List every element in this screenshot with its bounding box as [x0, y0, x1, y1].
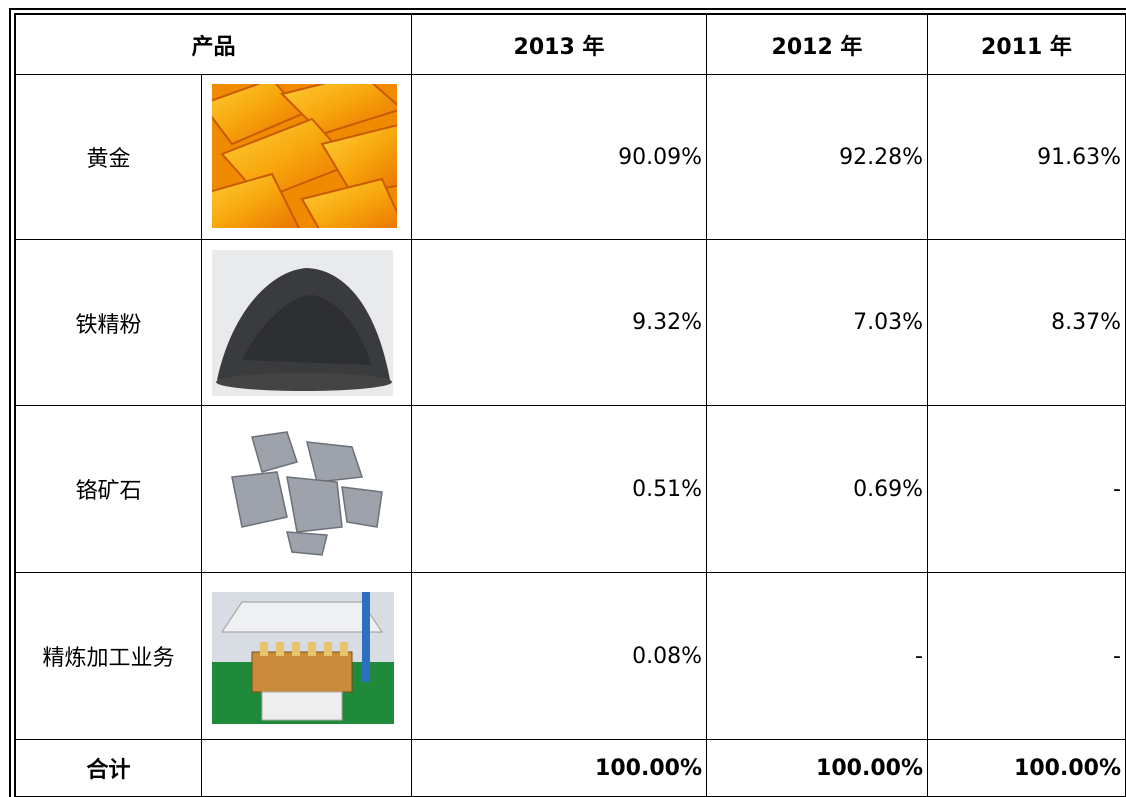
header-cell: 2012 年 — [707, 15, 928, 75]
product-name: 铁精粉 — [16, 240, 202, 406]
value-cell: 8.37% — [928, 240, 1126, 406]
value-cell: - — [928, 406, 1126, 573]
value-cell: 0.69% — [707, 406, 928, 573]
value-cell: 90.09% — [412, 75, 707, 240]
header-cell: 2013 年 — [412, 15, 707, 75]
header-cell: 产品 — [16, 15, 412, 75]
image-cell — [202, 406, 412, 573]
chromite-image — [212, 417, 393, 561]
value-cell: 7.03% — [707, 240, 928, 406]
total-label: 合计 — [16, 740, 202, 797]
image-cell — [202, 75, 412, 240]
gold-image — [212, 84, 397, 228]
image-cell — [202, 573, 412, 740]
refining-image — [212, 592, 394, 724]
value-cell: 0.51% — [412, 406, 707, 573]
value-cell: - — [707, 573, 928, 740]
value-cell: 91.63% — [928, 75, 1126, 240]
table-frame — [9, 8, 1126, 797]
total-value: 100.00% — [707, 740, 928, 797]
value-cell: 9.32% — [412, 240, 707, 406]
value-cell: - — [928, 573, 1126, 740]
total-value: 100.00% — [412, 740, 707, 797]
total-value: 100.00% — [928, 740, 1126, 797]
value-cell: 92.28% — [707, 75, 928, 240]
header-cell: 2011 年 — [928, 15, 1126, 75]
image-cell — [202, 240, 412, 406]
iron-powder-image — [212, 250, 393, 396]
product-name: 精炼加工业务 — [16, 573, 202, 740]
value-cell: 0.08% — [412, 573, 707, 740]
product-name: 铬矿石 — [16, 406, 202, 573]
product-name: 黄金 — [16, 75, 202, 240]
empty-cell — [202, 740, 412, 797]
